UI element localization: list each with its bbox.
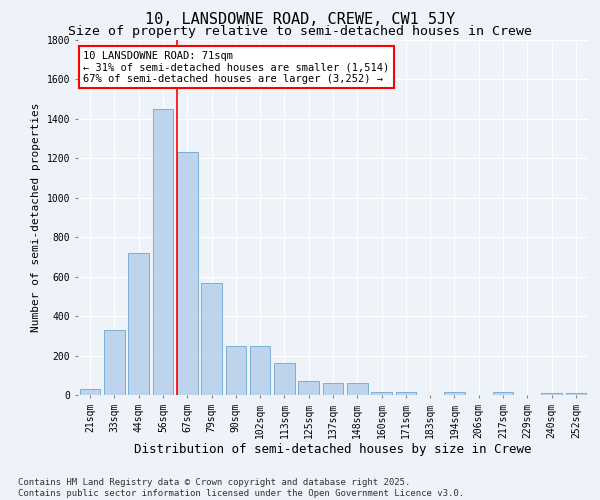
Bar — [201, 282, 222, 395]
Bar — [566, 393, 586, 395]
Bar — [177, 152, 197, 395]
Bar — [371, 392, 392, 395]
Bar — [104, 330, 125, 395]
Text: Size of property relative to semi-detached houses in Crewe: Size of property relative to semi-detach… — [68, 24, 532, 38]
Bar — [128, 253, 149, 395]
Bar — [444, 392, 465, 395]
Bar — [152, 109, 173, 395]
Bar — [226, 346, 246, 395]
Bar — [541, 393, 562, 395]
Bar — [323, 383, 343, 395]
Text: 10 LANSDOWNE ROAD: 71sqm
← 31% of semi-detached houses are smaller (1,514)
67% o: 10 LANSDOWNE ROAD: 71sqm ← 31% of semi-d… — [83, 50, 389, 84]
Bar — [298, 381, 319, 395]
Bar — [395, 392, 416, 395]
X-axis label: Distribution of semi-detached houses by size in Crewe: Distribution of semi-detached houses by … — [134, 444, 532, 456]
Bar — [347, 383, 368, 395]
Bar — [250, 346, 271, 395]
Bar — [80, 389, 100, 395]
Text: 10, LANSDOWNE ROAD, CREWE, CW1 5JY: 10, LANSDOWNE ROAD, CREWE, CW1 5JY — [145, 12, 455, 26]
Bar — [493, 392, 514, 395]
Bar — [274, 364, 295, 395]
Text: Contains HM Land Registry data © Crown copyright and database right 2025.
Contai: Contains HM Land Registry data © Crown c… — [18, 478, 464, 498]
Y-axis label: Number of semi-detached properties: Number of semi-detached properties — [31, 103, 41, 332]
